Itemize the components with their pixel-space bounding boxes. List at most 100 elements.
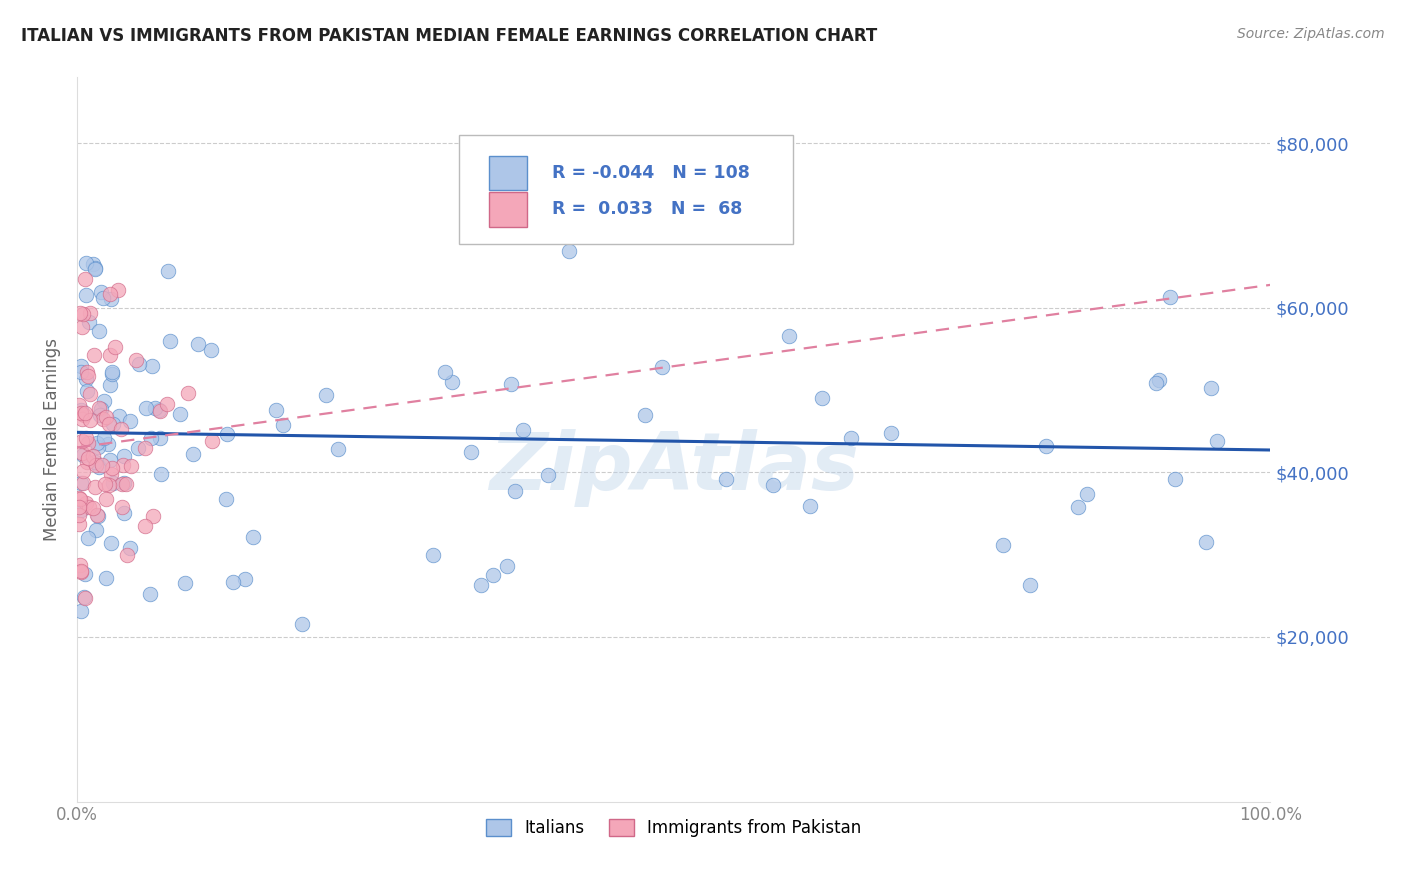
- Point: [149, 467, 172, 481]
- Point: [1147, 373, 1170, 387]
- Point: [97, 417, 120, 431]
- Point: [114, 477, 136, 491]
- Point: [101, 367, 124, 381]
- Point: [187, 336, 209, 351]
- Point: [79, 305, 101, 319]
- Point: [72, 475, 94, 490]
- Point: [90, 401, 112, 416]
- Point: [96, 571, 118, 585]
- Point: [73, 408, 96, 422]
- Point: [77, 315, 100, 329]
- Point: [651, 359, 673, 374]
- Point: [120, 541, 142, 556]
- Point: [233, 572, 256, 586]
- Point: [75, 431, 97, 445]
- Point: [100, 535, 122, 549]
- Point: [75, 567, 97, 582]
- Point: [77, 368, 100, 383]
- Point: [811, 391, 834, 405]
- Point: [537, 468, 560, 483]
- Point: [69, 503, 91, 517]
- Point: [79, 387, 101, 401]
- Point: [134, 441, 156, 455]
- Point: [111, 476, 134, 491]
- Point: [77, 531, 100, 545]
- Point: [107, 283, 129, 297]
- Point: [93, 476, 115, 491]
- Point: [70, 446, 93, 460]
- Point: [991, 538, 1014, 552]
- Point: [69, 491, 91, 506]
- Point: [112, 506, 135, 520]
- Point: [89, 408, 111, 422]
- Point: [1018, 578, 1040, 592]
- Point: [104, 340, 127, 354]
- Point: [72, 464, 94, 478]
- Point: [69, 475, 91, 490]
- Point: [512, 423, 534, 437]
- Point: [69, 565, 91, 579]
- Point: [69, 398, 91, 412]
- Point: [91, 291, 114, 305]
- Point: [139, 587, 162, 601]
- Point: [76, 384, 98, 399]
- Point: [558, 244, 581, 258]
- Point: [1144, 376, 1167, 390]
- Point: [82, 257, 104, 271]
- Point: [76, 455, 98, 469]
- Point: [1199, 381, 1222, 395]
- Point: [73, 591, 96, 605]
- Point: [110, 421, 132, 435]
- Point: [1035, 439, 1057, 453]
- Point: [82, 449, 104, 463]
- Text: ZipAtlas: ZipAtlas: [489, 429, 859, 508]
- Point: [169, 408, 191, 422]
- Point: [157, 264, 180, 278]
- Point: [90, 285, 112, 299]
- Point: [291, 616, 314, 631]
- Point: [87, 441, 110, 455]
- Point: [120, 459, 142, 474]
- Point: [77, 436, 100, 450]
- Point: [1076, 487, 1098, 501]
- Point: [69, 516, 91, 531]
- Point: [441, 375, 464, 389]
- Point: [69, 491, 91, 505]
- Point: [112, 449, 135, 463]
- Point: [93, 431, 115, 445]
- Point: [84, 480, 107, 494]
- Point: [101, 476, 124, 491]
- Bar: [489, 155, 527, 190]
- Point: [75, 372, 97, 386]
- Point: [1164, 472, 1187, 486]
- Point: [271, 418, 294, 433]
- Point: [96, 491, 118, 506]
- Point: [98, 452, 121, 467]
- Point: [86, 436, 108, 450]
- Point: [879, 426, 901, 441]
- Point: [222, 575, 245, 590]
- Point: [69, 500, 91, 515]
- Point: [214, 491, 236, 506]
- Point: [87, 508, 110, 523]
- Point: [111, 500, 134, 515]
- Text: R = -0.044   N = 108: R = -0.044 N = 108: [553, 164, 749, 182]
- Point: [84, 523, 107, 537]
- Point: [762, 478, 785, 492]
- Point: [89, 324, 111, 338]
- Point: [69, 406, 91, 420]
- Point: [84, 458, 107, 472]
- Point: [470, 578, 492, 592]
- Point: [96, 409, 118, 424]
- Point: [749, 198, 772, 212]
- Point: [148, 403, 170, 417]
- Point: [174, 575, 197, 590]
- Point: [77, 451, 100, 466]
- Point: [433, 365, 456, 379]
- Point: [120, 414, 142, 428]
- FancyBboxPatch shape: [458, 136, 793, 244]
- Point: [70, 412, 93, 426]
- Point: [69, 365, 91, 379]
- Point: [135, 401, 157, 416]
- Point: [76, 365, 98, 379]
